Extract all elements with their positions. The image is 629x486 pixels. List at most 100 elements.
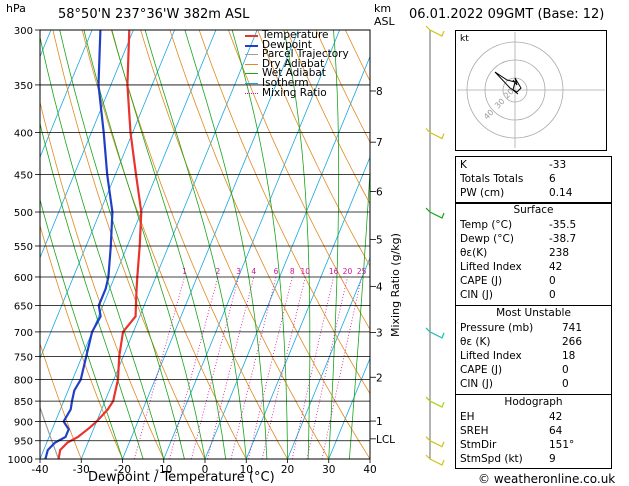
index-row: PW (cm) 0.14	[460, 187, 573, 199]
location-title: 58°50'N 237°36'W 382m ASL	[58, 7, 250, 22]
hodo-trace	[494, 71, 519, 95]
mixing-ratio-label: 16	[329, 267, 339, 276]
wind-barb	[425, 327, 445, 339]
pressure-label: 400	[14, 129, 33, 140]
legend-label: Wet Adiabat	[262, 67, 326, 80]
most-unstable-row: CIN (J) 0	[460, 378, 569, 390]
km-tick-label: 1	[376, 416, 383, 428]
wet-adiabat-line	[59, 30, 185, 459]
wind-barb	[425, 25, 445, 37]
surface-row: CAPE (J) 0	[460, 275, 556, 287]
wind-barb	[425, 436, 445, 448]
legend-item: Isotherm	[245, 76, 365, 89]
x-tick-label: 30	[322, 464, 335, 476]
isotherm-line	[0, 30, 10, 459]
hodo-kt-label: kt	[460, 34, 469, 44]
surface-row: Lifted Index 42	[460, 261, 563, 273]
index-row: K -33	[460, 159, 567, 171]
indices-table: K -33 Totals Totals 6 PW (cm) 0.14	[455, 156, 612, 204]
dry-adiabat-line	[40, 342, 82, 459]
legend-item: Mixing Ratio	[245, 86, 365, 99]
hodograph-row: StmSpd (kt) 9	[460, 453, 556, 465]
mixing-ratio-label: 8	[290, 267, 295, 276]
hodograph: kt 40 30 20	[455, 30, 607, 151]
x-tick-label: 40	[363, 464, 376, 476]
pressure-label: 350	[14, 81, 33, 92]
surface-row: Temp (°C) -35.5	[460, 219, 577, 231]
x-tick-label: 20	[281, 464, 294, 476]
mixing-ratio-axis-label: Mixing Ratio (g/kg)	[389, 233, 402, 337]
isotherm-line	[204, 55, 370, 459]
dewpoint-profile	[44, 30, 114, 459]
isotherm-line	[328, 357, 370, 459]
legend-item: Parcel Trajectory	[245, 48, 365, 61]
mixing-ratio-line	[191, 276, 239, 459]
copyright-footer: © weatheronline.co.uk	[478, 472, 616, 486]
legend-swatch	[245, 82, 258, 84]
pressure-label: 600	[14, 273, 33, 284]
index-row: Totals Totals 6	[460, 173, 556, 185]
legend-label: Temperature	[262, 29, 329, 41]
km-tick-label: 8	[376, 86, 383, 98]
parcel-trajectory-line	[40, 405, 60, 459]
legend: Temperature Dewpoint Parcel Trajectory Dry …	[245, 29, 365, 99]
hodograph-row: EH 42	[460, 411, 563, 423]
km-tick-label: 7	[376, 137, 383, 149]
pressure-label: 500	[14, 208, 33, 219]
wind-barb	[425, 128, 445, 140]
x-tick-label: 10	[240, 464, 253, 476]
legend-label: Dry Adiabat	[262, 57, 325, 70]
datetime-label: 06.01.2022 09GMT (Base: 12)	[409, 7, 605, 22]
surface-row: CIN (J) 0	[460, 289, 556, 301]
most-unstable-row: Pressure (mb) 741	[460, 322, 583, 334]
pressure-label: 300	[14, 26, 33, 37]
km-unit-label: km	[374, 2, 392, 15]
wind-barb	[425, 396, 445, 408]
mixing-ratio-label: 2	[216, 267, 221, 276]
wet-adiabat-line	[40, 121, 144, 459]
temperature-profile	[57, 30, 143, 459]
x-tick-label: -10	[155, 464, 172, 476]
pressure-label: 750	[14, 352, 33, 363]
most-unstable-row: Lifted Index 18	[460, 350, 576, 362]
pressure-label: 550	[14, 242, 33, 253]
most-unstable-row: CAPE (J) 0	[460, 364, 569, 376]
mixing-ratio-label: 20	[343, 267, 353, 276]
legend-swatch	[245, 92, 258, 94]
mixing-ratio-label: 4	[251, 267, 256, 276]
dry-adiabat-line	[286, 30, 370, 205]
legend-label: Parcel Trajectory	[262, 48, 349, 61]
hodograph-row: SREH 64	[460, 425, 563, 437]
legend-label: Mixing Ratio	[262, 86, 327, 99]
surface-row: θε(K) 238	[460, 247, 570, 259]
x-tick-label: -40	[31, 464, 48, 476]
mixing-ratio-label: 25	[357, 267, 367, 276]
pressure-label: 900	[14, 417, 33, 428]
wind-barb	[425, 454, 445, 466]
legend-label: Isotherm	[262, 76, 309, 89]
dry-adiabat-line	[40, 100, 165, 459]
legend-item: Dry Adiabat	[245, 57, 365, 70]
mixing-ratio-label: 1	[182, 267, 187, 276]
mixing-ratio-label: 10	[301, 267, 311, 276]
x-tick-label: -20	[114, 464, 131, 476]
km-tick-label: 4	[376, 281, 383, 293]
legend-item: Temperature	[245, 29, 365, 41]
km-tick-label: 2	[376, 372, 383, 384]
legend-swatch	[245, 73, 258, 75]
hodograph-row: StmDir 151°	[460, 439, 575, 451]
mixing-ratio-line	[230, 276, 277, 459]
isotherm-line	[40, 30, 217, 459]
mixing-ratio-label: 3	[236, 267, 241, 276]
dry-adiabat-line	[257, 30, 370, 267]
isotherm-line	[245, 156, 370, 459]
mixing-ratio-label: 6	[274, 267, 279, 276]
legend-swatch	[245, 44, 258, 47]
most-unstable-row: θε (K) 266	[460, 336, 583, 348]
isotherm-line	[122, 30, 299, 459]
isotherm-line	[40, 30, 93, 159]
legend-swatch	[245, 54, 258, 56]
surface-table: Surface Temp (°C) -35.5 Dewp (°C) -38.7 θε…	[455, 202, 612, 306]
wind-barb	[425, 207, 445, 219]
